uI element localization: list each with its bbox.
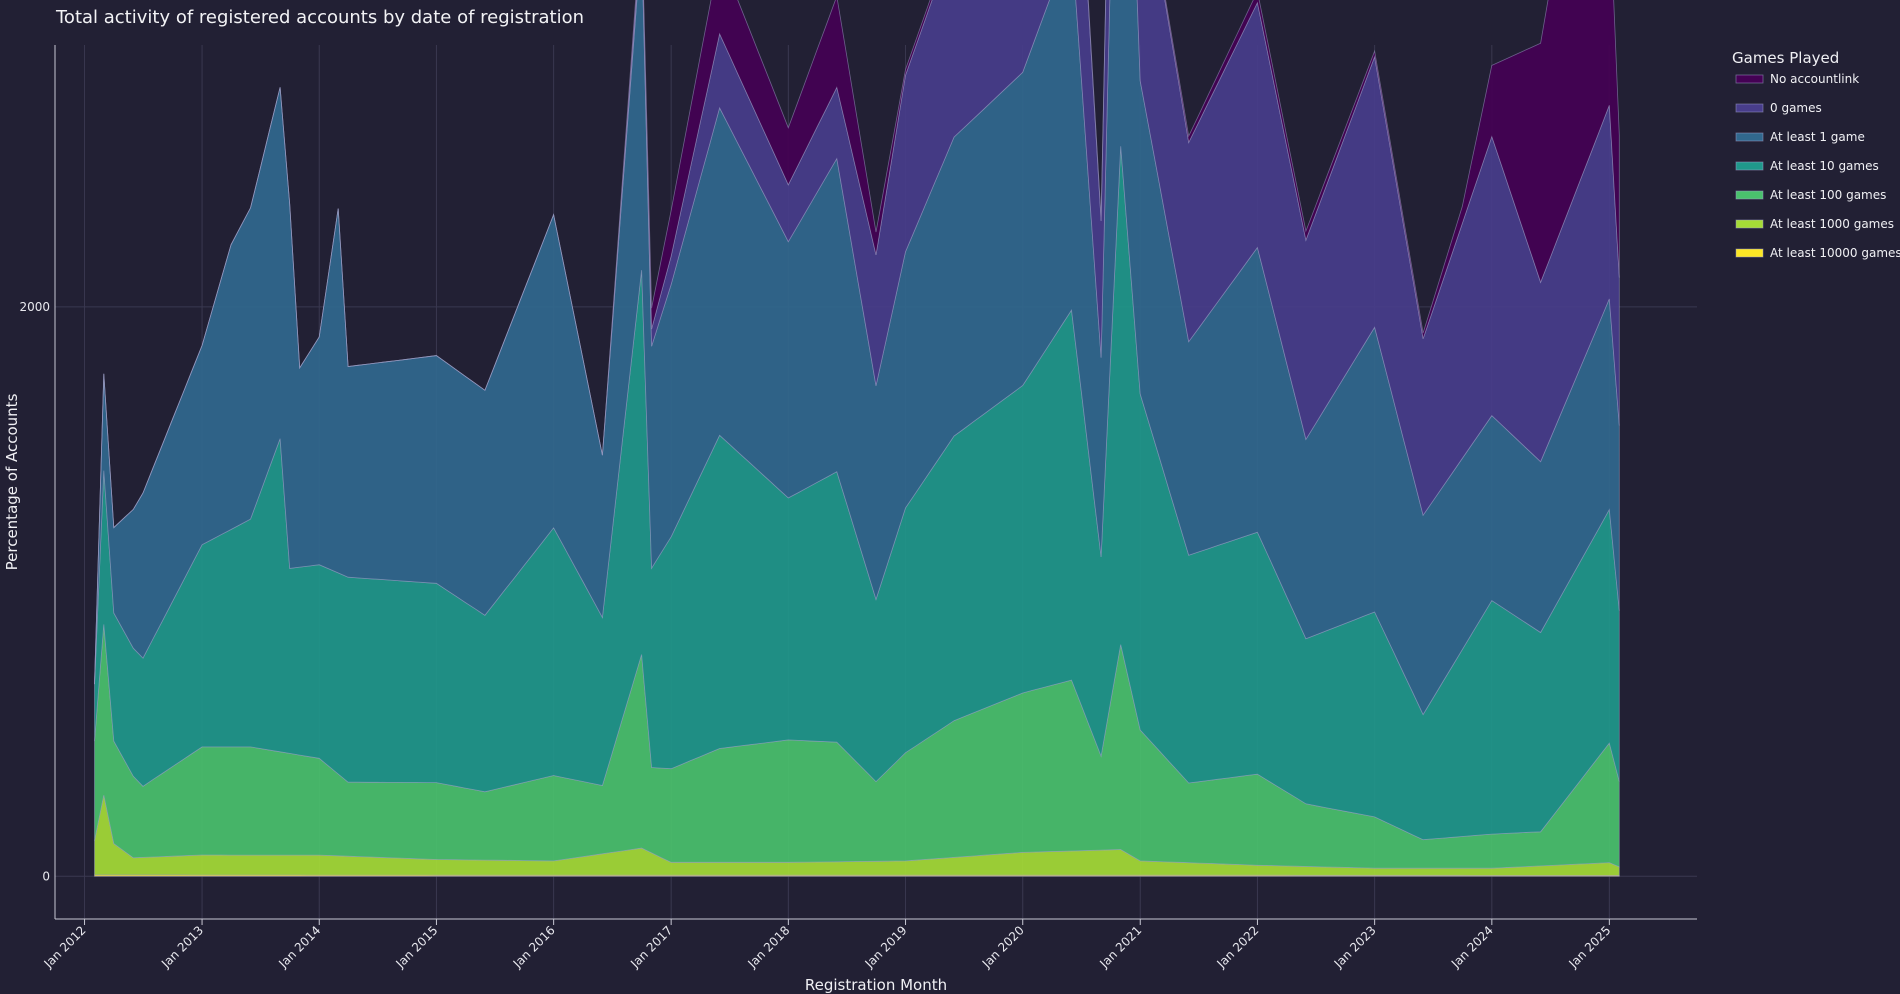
x-tick-label: Jan 2016 xyxy=(510,923,558,971)
legend-swatch-at-least-1000-games xyxy=(1735,219,1764,229)
x-tick-labels: Jan 2012 Jan 2013 Jan 2014 Jan 2015 Jan 2016… xyxy=(41,919,1613,971)
x-tick-label: Jan 2020 xyxy=(979,923,1027,971)
chart-title: Total activity of registered accounts by… xyxy=(55,7,584,28)
y-tick-label: 2000 xyxy=(19,300,50,314)
legend-label-at-least-10-games: At least 10 games xyxy=(1770,159,1879,173)
legend-title: Games Played xyxy=(1732,49,1839,67)
x-tick-label: Jan 2018 xyxy=(744,923,792,971)
y-tick-labels: 020004000 xyxy=(19,300,50,883)
area-no-accountlink xyxy=(94,0,1620,685)
legend-swatch-at-least-1-game xyxy=(1735,132,1764,142)
legend-label-at-least-1000-games: At least 1000 games xyxy=(1770,217,1894,231)
legend-swatch-at-least-10000-games xyxy=(1735,248,1764,258)
legend-label-at-least-100-games: At least 100 games xyxy=(1770,188,1886,202)
legend-swatch-0-games xyxy=(1735,103,1764,113)
x-tick-label: Jan 2023 xyxy=(1331,923,1379,971)
legend-label-no-accountlink: No accountlink xyxy=(1770,72,1859,86)
legend-label-at-least-10000-games: At least 10000 games xyxy=(1770,246,1900,260)
y-axis-title: Percentage of Accounts xyxy=(3,393,21,570)
x-axis-title: Registration Month xyxy=(805,976,947,994)
axes xyxy=(54,45,1697,920)
y-tick-label: 0 xyxy=(42,869,50,883)
legend-swatch-no-accountlink xyxy=(1735,74,1764,84)
legend-label-at-least-1-game: At least 1 game xyxy=(1770,130,1865,144)
stacked-areas xyxy=(94,0,1620,877)
x-tick-label: Jan 2021 xyxy=(1096,923,1144,971)
x-tick-label: Jan 2019 xyxy=(862,923,910,971)
x-tick-label: Jan 2022 xyxy=(1214,923,1262,971)
legend-label-0-games: 0 games xyxy=(1770,101,1822,115)
x-tick-label: Jan 2012 xyxy=(41,923,89,971)
x-tick-label: Jan 2024 xyxy=(1448,923,1496,971)
legend-swatch-at-least-100-games xyxy=(1735,190,1764,200)
x-tick-label: Jan 2025 xyxy=(1565,923,1613,971)
x-tick-label: Jan 2015 xyxy=(393,923,441,971)
x-tick-label: Jan 2014 xyxy=(275,923,323,971)
x-tick-label: Jan 2013 xyxy=(158,923,206,971)
legend-swatch-at-least-10-games xyxy=(1735,161,1764,171)
legend: Games Played No accountlink 0 games At lea… xyxy=(1732,49,1900,260)
x-tick-label: Jan 2017 xyxy=(627,923,675,971)
